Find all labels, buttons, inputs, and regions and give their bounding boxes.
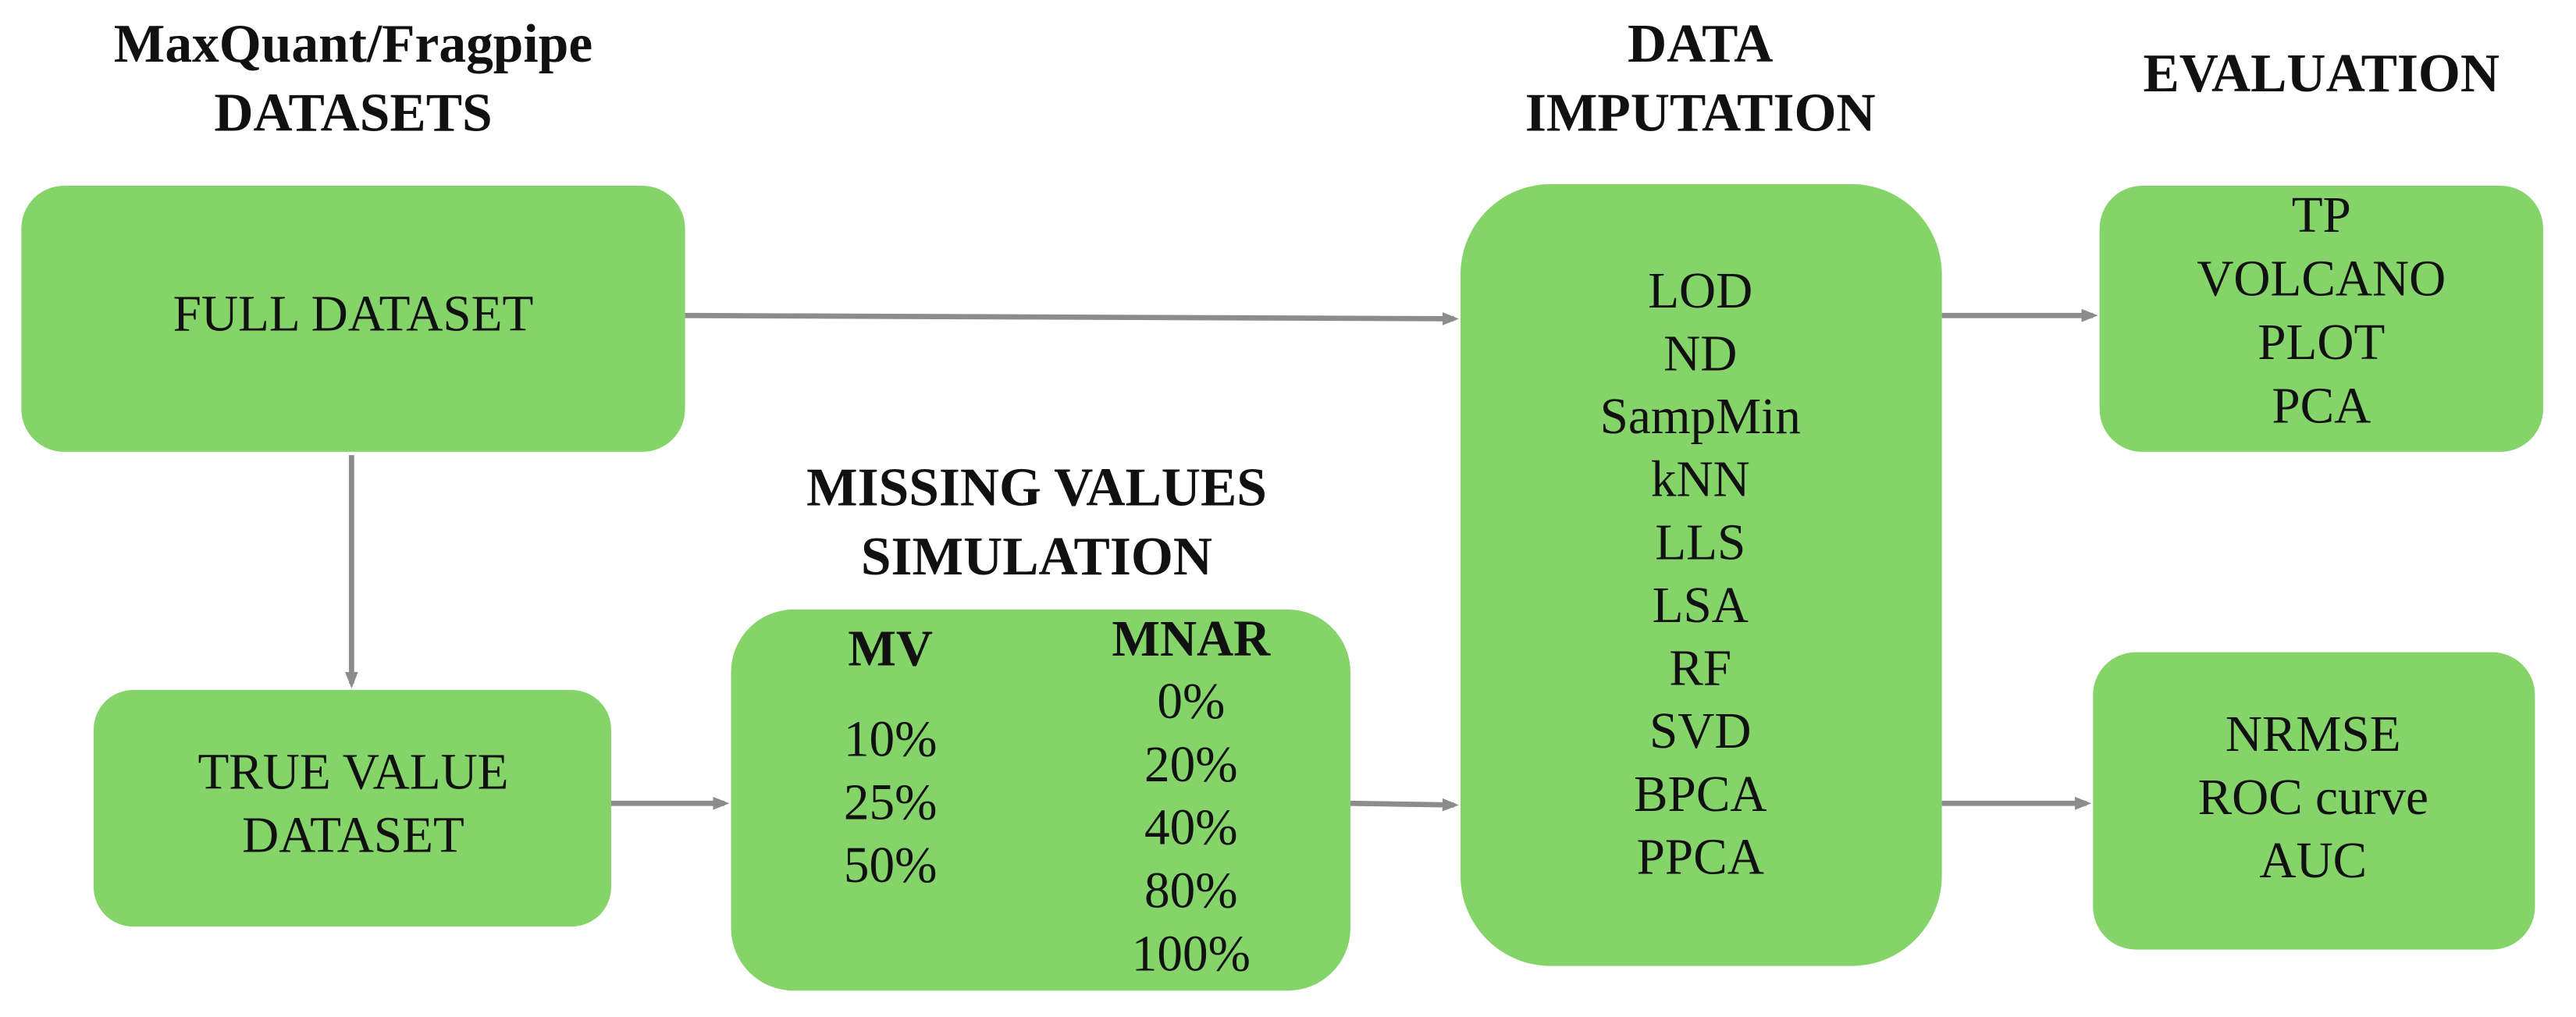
- column-value: 80%: [1144, 863, 1238, 919]
- true-value-box: [93, 690, 611, 927]
- column-value: 0%: [1157, 674, 1225, 730]
- mv-simulation-box: [731, 609, 1350, 991]
- full-dataset-box: [21, 185, 685, 452]
- node-label: FULL DATASET: [173, 286, 534, 342]
- node-label: TRUE VALUE: [197, 745, 508, 801]
- node-label: SampMin: [1600, 389, 1801, 445]
- heading: IMPUTATION: [1525, 84, 1876, 144]
- node-label: DATASET: [242, 808, 464, 864]
- node-label: VOLCANO: [2197, 251, 2446, 308]
- heading: DATA: [1628, 14, 1773, 74]
- node-label: AUC: [2259, 833, 2367, 889]
- node-label: PPCA: [1637, 829, 1764, 885]
- node-label: LLS: [1655, 514, 1745, 571]
- column-header: MNAR: [1112, 611, 1271, 667]
- node-label: PCA: [2272, 378, 2371, 434]
- node-label: TP: [2292, 187, 2351, 244]
- column-value: 100%: [1132, 926, 1251, 982]
- node-label: ND: [1663, 326, 1737, 382]
- node-label: kNN: [1651, 452, 1750, 508]
- imputation-box: [1460, 183, 1942, 966]
- evaluation-box-2: [2093, 652, 2535, 950]
- heading: MISSING VALUES: [806, 457, 1267, 517]
- node-label: PLOT: [2258, 315, 2385, 371]
- column-value: 50%: [844, 837, 938, 894]
- node-label: NRMSE: [2226, 706, 2401, 763]
- node-label: SVD: [1649, 703, 1752, 759]
- column-value: 25%: [844, 774, 938, 830]
- column-value: 20%: [1144, 737, 1238, 793]
- column-value: 10%: [844, 711, 938, 767]
- evaluation-box-1: [2099, 185, 2543, 452]
- column-header: MV: [848, 621, 933, 677]
- node-label: RF: [1669, 641, 1731, 697]
- heading: SIMULATION: [861, 527, 1212, 587]
- arrow: [685, 311, 1459, 325]
- node-label: BPCA: [1634, 766, 1767, 823]
- node-label: LOD: [1648, 263, 1752, 319]
- node-label: ROC curve: [2198, 770, 2428, 826]
- column-value: 40%: [1144, 800, 1238, 856]
- heading: DATASETS: [214, 84, 492, 144]
- node-label: LSA: [1653, 578, 1749, 634]
- heading: MaxQuant/Fragpipe: [114, 14, 592, 74]
- arrow: [1350, 798, 1459, 812]
- heading: EVALUATION: [2143, 44, 2500, 104]
